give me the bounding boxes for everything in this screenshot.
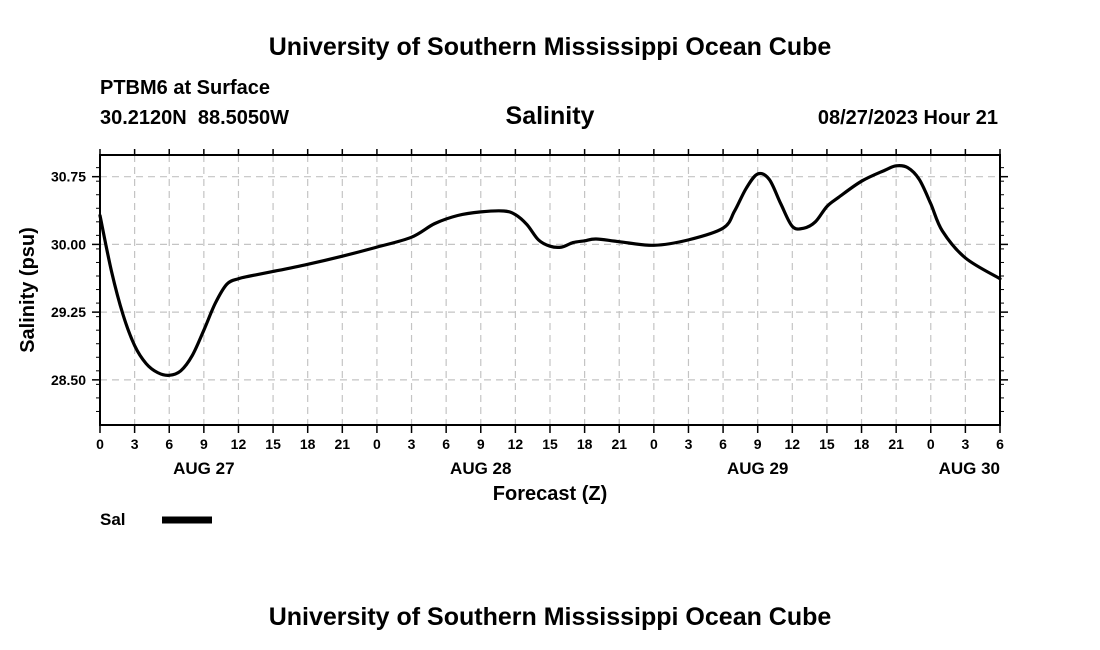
- x-tick-label: 6: [996, 436, 1004, 452]
- x-tick-label: 3: [685, 436, 693, 452]
- x-tick-label: 12: [785, 436, 801, 452]
- x-tick-label: 21: [335, 436, 351, 452]
- x-tick-label: 18: [854, 436, 870, 452]
- x-tick-label: 0: [96, 436, 104, 452]
- x-tick-label: 12: [231, 436, 247, 452]
- x-axis: 0 3 6 9 12 15 18 21 0 3 6 9 12 15 18 21 0 3 6 9 12 15 18 21 0 3 6: [96, 149, 1004, 452]
- variable-title: Salinity: [506, 102, 595, 130]
- y-axis-title: Salinity (psu): [17, 227, 39, 353]
- x-tick-label: 21: [611, 436, 627, 452]
- x-tick-label: 18: [300, 436, 316, 452]
- x-tick-label: 15: [542, 436, 558, 452]
- plot-frame: [99, 154, 1001, 426]
- x-tick-label: 6: [442, 436, 450, 452]
- x-tick-label: 9: [754, 436, 762, 452]
- x-tick-label: 15: [265, 436, 281, 452]
- series-line-sal: [98, 164, 1002, 377]
- x-tick-label: 15: [819, 436, 835, 452]
- x-tick-label: 9: [477, 436, 485, 452]
- x-tick-label: 3: [408, 436, 416, 452]
- coordinates-label: 30.2120N 88.5050W: [100, 107, 289, 129]
- x-tick-label: 9: [200, 436, 208, 452]
- legend-label: Sal: [100, 510, 126, 529]
- y-tick-label: 28.50: [51, 372, 86, 388]
- y-tick-label: 29.25: [51, 304, 86, 320]
- x-tick-label: 6: [165, 436, 173, 452]
- datetime-label: 08/27/2023 Hour 21: [818, 107, 998, 129]
- x-tick-label: 0: [650, 436, 658, 452]
- x-tick-label: 3: [961, 436, 969, 452]
- chart-title: University of Southern Mississippi Ocean…: [269, 33, 832, 61]
- day-label: AUG 28: [450, 459, 511, 478]
- x-tick-label: 6: [719, 436, 727, 452]
- x-tick-label: 0: [373, 436, 381, 452]
- day-label: AUG 29: [727, 459, 788, 478]
- x-tick-label: 12: [508, 436, 524, 452]
- x-axis-title: Forecast (Z): [493, 483, 607, 505]
- day-label: AUG 30: [939, 459, 1000, 478]
- grid: [100, 155, 1000, 425]
- x-tick-label: 3: [131, 436, 139, 452]
- x-tick-label: 18: [577, 436, 593, 452]
- x-tick-label: 0: [927, 436, 935, 452]
- series-layer: [98, 164, 1002, 377]
- x-tick-label: 21: [888, 436, 904, 452]
- day-labels: AUG 27 AUG 28 AUG 29 AUG 30: [173, 459, 1000, 478]
- day-label: AUG 27: [173, 459, 234, 478]
- y-tick-label: 30.00: [51, 236, 86, 252]
- station-label: PTBM6 at Surface: [100, 77, 270, 99]
- footer-title: University of Southern Mississippi Ocean…: [269, 603, 832, 631]
- y-tick-label: 30.75: [51, 169, 86, 185]
- y-axis: 28.50 29.25 30.00 30.75: [51, 167, 1008, 412]
